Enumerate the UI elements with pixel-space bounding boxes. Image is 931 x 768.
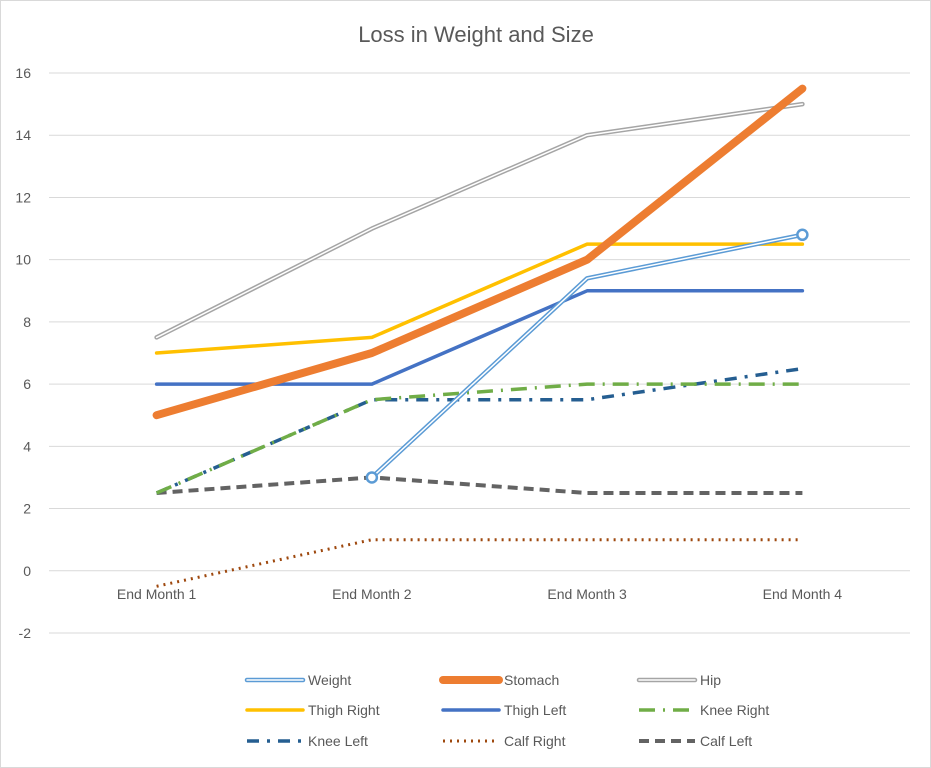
chart-title: Loss in Weight and Size [358, 22, 594, 47]
y-tick-label: 10 [15, 252, 31, 268]
series-stomach [152, 84, 807, 420]
legend-item: Thigh Right [245, 702, 380, 718]
legend-label: Weight [308, 672, 351, 688]
legend-label: Knee Right [700, 702, 769, 718]
series-thigh-right [154, 242, 805, 355]
legend-item: Calf Right [443, 733, 566, 749]
y-tick-label: 0 [23, 563, 31, 579]
series-line [155, 382, 803, 495]
legend-label: Thigh Left [504, 702, 566, 718]
x-tick-label: End Month 4 [763, 586, 843, 602]
legend-item: Weight [244, 672, 351, 688]
y-tick-label: 12 [15, 189, 31, 205]
series-line-inner [155, 103, 804, 339]
legend-label: Calf Right [504, 733, 566, 749]
y-tick-label: -2 [19, 625, 32, 641]
legend-label: Calf Left [700, 733, 752, 749]
y-tick-label: 2 [23, 501, 31, 517]
y-tick-label: 8 [23, 314, 31, 330]
y-tick-label: 4 [23, 438, 31, 454]
legend-label: Stomach [504, 672, 559, 688]
legend-item: Calf Left [639, 733, 752, 749]
x-tick-label: End Month 1 [117, 586, 197, 602]
legend-item: Stomach [439, 672, 559, 688]
legend-item: Thigh Left [441, 702, 566, 718]
y-tick-label: 16 [15, 65, 31, 81]
series-line-inner [371, 234, 804, 479]
series-line [156, 475, 803, 495]
series-knee-right [155, 382, 803, 495]
legend-label: Thigh Right [308, 702, 380, 718]
legend-label: Hip [700, 672, 721, 688]
data-point [365, 471, 379, 484]
x-tick-label: End Month 2 [332, 586, 412, 602]
series-line [154, 242, 805, 355]
legend-item: Hip [636, 672, 721, 688]
series-calf-right [156, 538, 803, 588]
series-weight [365, 228, 809, 484]
legend-item: Knee Right [639, 702, 769, 718]
legend-label: Knee Left [308, 733, 368, 749]
y-tick-label: 6 [23, 376, 31, 392]
series-line [152, 84, 807, 420]
series-line [156, 538, 803, 588]
legend-item: Knee Left [247, 733, 368, 749]
series-hip [154, 101, 805, 340]
series-calf-left [156, 475, 803, 495]
data-point [796, 228, 809, 242]
x-tick-label: End Month 3 [547, 586, 627, 602]
y-tick-label: 14 [15, 127, 31, 143]
